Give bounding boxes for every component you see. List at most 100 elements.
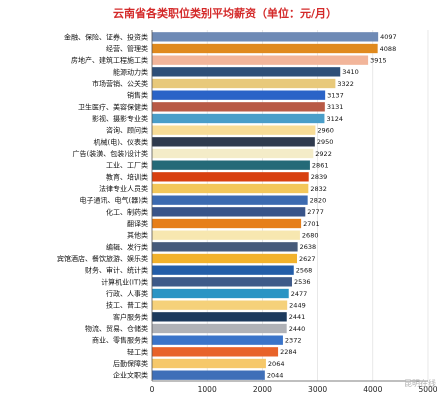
x-tick-label: 1000 xyxy=(198,385,217,394)
category-label: 客户服务类 xyxy=(113,312,148,321)
category-label: 宾馆酒店、餐饮旅游、娱乐类 xyxy=(57,254,148,263)
bar xyxy=(152,230,300,240)
value-label: 3410 xyxy=(342,68,359,76)
category-label: 法律专业人员类 xyxy=(99,184,148,193)
category-label: 化工、制药类 xyxy=(106,207,148,216)
bar xyxy=(152,125,316,135)
category-label: 能源动力类 xyxy=(113,67,148,76)
category-label: 行政、人事类 xyxy=(106,289,148,298)
bar xyxy=(152,347,279,357)
category-label: 金融、保险、证券、投资类 xyxy=(64,32,148,41)
bar xyxy=(152,195,308,205)
category-label: 工业、工厂类 xyxy=(106,161,148,170)
value-label: 2372 xyxy=(285,336,302,344)
gridlines xyxy=(206,30,429,381)
category-label: 经营、管理类 xyxy=(106,44,148,53)
x-tick-label: 2000 xyxy=(253,385,272,394)
bar xyxy=(152,172,309,182)
value-label: 2832 xyxy=(310,185,327,193)
bar xyxy=(152,160,310,170)
bar xyxy=(152,253,298,264)
value-label: 2638 xyxy=(300,243,317,251)
value-label: 2960 xyxy=(317,126,334,134)
value-labels: 4097 4088 3915 3410 3322 3137 3131 3124 2960 2950… xyxy=(267,33,397,379)
value-label: 4097 xyxy=(380,33,397,41)
category-label: 教育、培训类 xyxy=(106,172,148,181)
value-label: 2680 xyxy=(302,231,319,239)
category-label: 广告(装潢、包装)设计类 xyxy=(73,149,148,158)
value-label: 3322 xyxy=(337,80,354,88)
bar xyxy=(152,242,298,252)
bar xyxy=(152,335,283,345)
category-label: 轻工类 xyxy=(127,347,148,356)
value-label: 2950 xyxy=(317,138,334,146)
category-label: 商业、零售服务类 xyxy=(92,336,148,345)
category-label: 后勤保障类 xyxy=(113,359,148,368)
bar xyxy=(152,55,369,65)
value-label: 3137 xyxy=(327,91,344,99)
bars-group xyxy=(152,32,379,380)
value-label: 2449 xyxy=(289,301,306,309)
x-tick-label: 3000 xyxy=(308,385,327,394)
value-label: 2861 xyxy=(312,161,329,169)
category-label: 房地产、建筑工程施工类 xyxy=(71,56,148,65)
bar xyxy=(152,277,292,287)
value-label: 2922 xyxy=(315,150,332,158)
x-tick-label: 5000 xyxy=(418,385,437,394)
category-label: 其他类 xyxy=(127,231,148,240)
category-label: 财务、审计、统计类 xyxy=(85,266,148,275)
bar xyxy=(152,78,336,89)
bar xyxy=(152,207,306,217)
bar xyxy=(152,358,266,369)
bar xyxy=(152,323,287,334)
bar xyxy=(152,183,309,194)
category-label: 电子通讯、电气(器)类 xyxy=(80,196,148,205)
value-label: 2441 xyxy=(289,313,306,321)
bar xyxy=(152,312,287,322)
category-labels: 金融、保险、证券、投资类经营、管理类房地产、建筑工程施工类能源动力类市场营销、公… xyxy=(57,32,148,379)
category-label: 翻译类 xyxy=(127,219,148,228)
value-label: 2064 xyxy=(268,360,285,368)
value-label: 2627 xyxy=(299,255,316,263)
value-label: 4088 xyxy=(380,45,397,53)
value-label: 2477 xyxy=(291,290,308,298)
category-label: 物流、贸易、仓储类 xyxy=(85,324,148,333)
value-label: 2440 xyxy=(289,325,306,333)
category-label: 机械(电)、仪表类 xyxy=(94,137,148,146)
value-label: 3124 xyxy=(326,115,343,123)
bar xyxy=(152,113,325,124)
category-label: 卫生医疗、美容保健类 xyxy=(78,102,148,111)
value-label: 2536 xyxy=(294,278,311,286)
chart-title: 云南省各类职位类别平均薪资（单位：元/月） xyxy=(113,6,337,20)
x-axis-ticks: 0 1000 2000 3000 4000 5000 xyxy=(150,385,438,394)
bar xyxy=(152,148,314,159)
category-label: 计算机业(IT)类 xyxy=(101,277,148,286)
bar xyxy=(152,67,341,77)
value-label: 2820 xyxy=(310,196,327,204)
category-label: 编辑、发行类 xyxy=(106,242,148,251)
value-label: 2284 xyxy=(280,348,297,356)
watermark: 昆明在线 xyxy=(404,378,436,388)
bar xyxy=(152,300,288,310)
bar xyxy=(152,370,265,380)
value-label: 3131 xyxy=(327,103,344,111)
value-label: 2701 xyxy=(303,220,320,228)
value-label: 3915 xyxy=(370,56,387,64)
category-label: 市场营销、公关类 xyxy=(92,79,148,88)
category-label: 咨询、顾问类 xyxy=(106,126,148,135)
category-label: 影视、摄影专业类 xyxy=(92,114,148,123)
value-label: 2044 xyxy=(267,371,284,379)
bar xyxy=(152,102,325,112)
bar xyxy=(152,288,289,299)
bar xyxy=(152,137,315,147)
category-label: 企业文职类 xyxy=(113,371,148,380)
bar xyxy=(152,43,378,54)
bar xyxy=(152,218,302,229)
category-label: 销售类 xyxy=(127,91,148,100)
x-tick-label: 0 xyxy=(150,385,155,394)
value-label: 2568 xyxy=(296,266,313,274)
category-label: 技工、普工类 xyxy=(106,301,148,310)
x-tick-label: 4000 xyxy=(363,385,382,394)
value-label: 2777 xyxy=(307,208,324,216)
